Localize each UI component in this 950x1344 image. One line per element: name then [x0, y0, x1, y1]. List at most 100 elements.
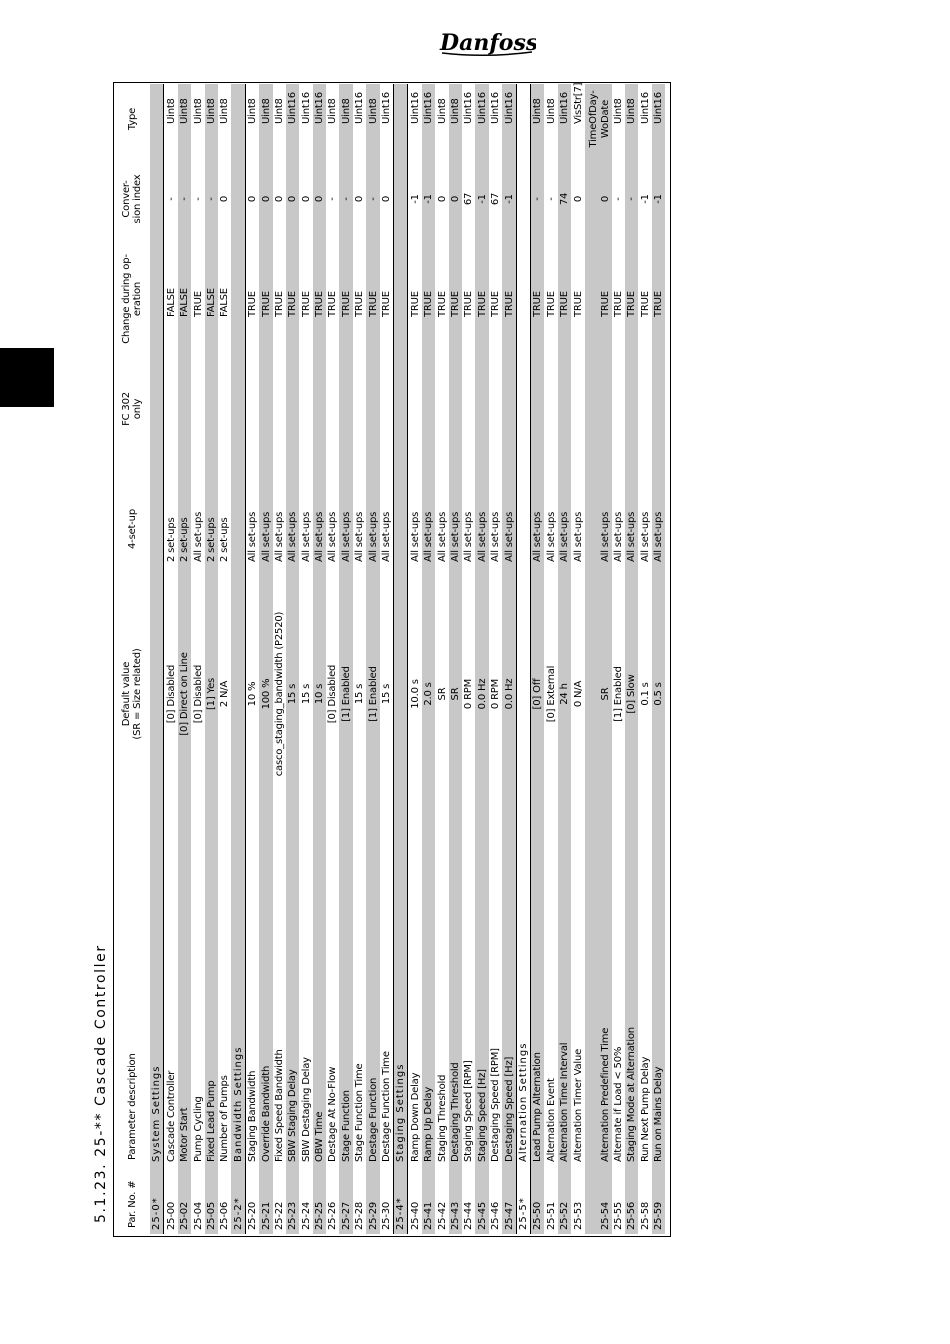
type-cell: Uint16: [421, 84, 436, 154]
table-row: 25-47 Destaging Speed [Hz] 0.0 Hz All set-u…: [502, 84, 517, 1234]
header-fc302: FC 302 only: [114, 354, 150, 464]
change-during-operation-cell: TRUE: [421, 244, 436, 354]
setup-cell: All set-ups: [651, 464, 666, 594]
table-body: 25-0* System Settings 25-00 Cascade Control…: [150, 82, 666, 1234]
header-fc302-line1: FC 302: [121, 392, 132, 426]
description-cell: Fixed Speed Bandwidth: [273, 1049, 285, 1162]
type-cell: Uint8: [259, 84, 273, 154]
fc302-cell: [312, 354, 327, 464]
description-cell: Stage Function: [339, 794, 353, 1166]
default-value-cell: 0 RPM: [463, 678, 475, 710]
default-value-cell: 0.0 Hz: [502, 594, 517, 794]
table-row: 25-25 OBW Time 10 s All set-ups TRUE 0 Uint16: [312, 84, 327, 1234]
par-no-cell: 25-40: [409, 1201, 421, 1230]
setup-cell: All set-ups: [557, 464, 572, 594]
par-no-cell: 25-20: [247, 1201, 259, 1230]
setup-cell: 2 set-ups: [177, 464, 192, 594]
table-row: 25-27 Stage Function [1] Enabled All set-up…: [339, 84, 353, 1234]
conversion-index-cell: 0: [247, 195, 259, 203]
header-conversion-index: Conver-sion index: [114, 154, 150, 244]
default-value-cell: [1] Yes: [204, 594, 218, 794]
conversion-index-cell: -: [624, 154, 639, 244]
description-cell: Alternate if Load < 50%: [612, 1046, 624, 1162]
setup-cell: All set-ups: [572, 511, 584, 562]
table-row: 25-30 Destage Function Time 15 s All set-up…: [380, 84, 394, 1234]
change-during-operation-cell: TRUE: [354, 291, 366, 317]
type-cell: Uint16: [300, 92, 312, 124]
conversion-index-cell: -1: [421, 154, 436, 244]
fc302-cell: [571, 354, 584, 464]
change-during-operation-cell: TRUE: [475, 244, 489, 354]
conversion-index-cell: 0: [300, 195, 312, 203]
header-change-during-operation: Change during op-eration: [114, 244, 150, 354]
section-name: System Settings: [150, 84, 164, 1166]
table-row: 25-40 Ramp Down Delay 10.0 s All set-ups TRU…: [408, 84, 422, 1234]
type-cell: Uint8: [273, 98, 285, 124]
default-value-cell: 15 s: [381, 683, 393, 705]
table-row: 25-46 Destaging Speed [RPM] 0 RPM All set-u…: [489, 84, 502, 1234]
change-during-operation-cell: TRUE: [490, 291, 502, 317]
type-cell: Uint16: [490, 92, 502, 124]
setup-cell: All set-ups: [475, 464, 489, 594]
description-cell: Destage Function Time: [381, 1051, 393, 1162]
conversion-index-cell: 0: [219, 195, 231, 203]
description-cell: Alternation Event: [545, 1078, 557, 1162]
header-default-line2: (SR = Size related): [132, 648, 143, 740]
change-during-operation-cell: TRUE: [409, 291, 421, 317]
type-cell: Uint16: [312, 84, 327, 154]
default-value-cell: 2.0 s: [421, 594, 436, 794]
type-cell: Uint8: [327, 98, 339, 124]
conversion-index-cell: 0: [285, 154, 300, 244]
change-during-operation-cell: TRUE: [192, 291, 204, 317]
fc302-cell: [326, 354, 339, 464]
change-during-operation-cell: TRUE: [312, 244, 327, 354]
table-header: Par. No. # Parameter description Default…: [114, 84, 150, 1234]
conversion-index-cell: 0: [448, 154, 462, 244]
par-no-cell: 25-52: [557, 1166, 572, 1234]
table-row: 25-55 Alternate if Load < 50% [1] Enabled A…: [612, 84, 625, 1234]
conversion-index-cell: -1: [475, 154, 489, 244]
description-cell: Stage Function Time: [354, 1063, 366, 1162]
type-cell: VisStr[7]: [572, 82, 584, 124]
conversion-index-cell: 0: [273, 195, 285, 203]
table-row: 25-28 Stage Function Time 15 s All set-ups T…: [353, 84, 366, 1234]
setup-cell: All set-ups: [502, 464, 517, 594]
fc302-cell: [530, 354, 545, 464]
table-row: 25-42 Staging Threshold SR All set-ups TRUE 0…: [435, 84, 448, 1234]
change-during-operation-cell: TRUE: [624, 244, 639, 354]
conversion-index-cell: -: [339, 154, 353, 244]
conversion-index-cell: 0: [312, 154, 327, 244]
parameter-table: Par. No. # Parameter description Default…: [114, 82, 666, 1234]
par-no-cell: 25-53: [572, 1201, 584, 1230]
section-name: Bandwidth Settings: [231, 84, 246, 1166]
fc302-cell: [421, 354, 436, 464]
default-value-cell: 0.0 Hz: [475, 594, 489, 794]
fc302-cell: [339, 354, 353, 464]
setup-cell: All set-ups: [273, 511, 285, 562]
setup-cell: All set-ups: [409, 511, 421, 562]
change-during-operation-cell: TRUE: [327, 291, 339, 317]
change-during-operation-cell: FALSE: [165, 288, 177, 317]
par-no-cell: 25-23: [285, 1166, 300, 1234]
description-cell: Destage Function: [366, 794, 380, 1166]
description-cell: Run on Mains Delay: [651, 794, 666, 1166]
fc302-cell: [273, 354, 286, 464]
par-no-cell: 25-27: [339, 1166, 353, 1234]
setup-cell: All set-ups: [285, 464, 300, 594]
fc302-cell: [489, 354, 502, 464]
conversion-index-cell: -: [204, 154, 218, 244]
fc302-cell: [612, 354, 625, 464]
default-value-cell: [0] Direct on Line: [177, 594, 192, 794]
table-row: 25-22 Fixed Speed Bandwidth casco_staging_…: [273, 84, 286, 1234]
par-no-cell: 25-25: [312, 1166, 327, 1234]
default-value-cell: 0.5 s: [651, 594, 666, 794]
header-default-value: Default value (SR = Size related): [114, 594, 150, 794]
table-row: 25-06 Number of Pumps 2 N/A 2 set-ups FALSE 0…: [218, 84, 231, 1234]
type-cell: TimeOfDay-WoDate: [584, 84, 612, 154]
par-no-cell: 25-58: [639, 1201, 651, 1230]
setup-cell: All set-ups: [354, 511, 366, 562]
table-row: 25-56 Staging Mode at Alternation [0] Slow…: [624, 84, 639, 1234]
par-no-cell: 25-56: [624, 1166, 639, 1234]
par-no-cell: 25-02: [177, 1166, 192, 1234]
header-default-line1: Default value: [121, 661, 132, 727]
